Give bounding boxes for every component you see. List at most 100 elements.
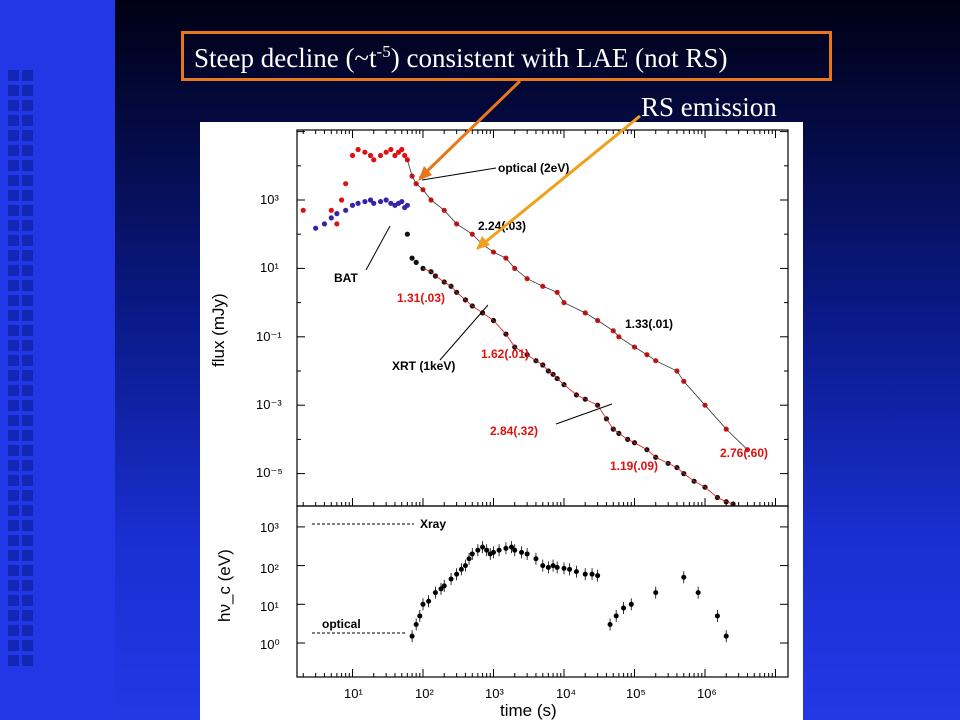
ytick-1em5: 10⁻⁵ <box>256 465 283 480</box>
decor-square <box>22 85 33 96</box>
ytick-1e3: 10³ <box>260 192 279 207</box>
data-point <box>404 202 410 208</box>
ann-xrt: XRT (1keV) <box>392 359 455 373</box>
data-point <box>328 215 334 221</box>
decor-square <box>8 280 19 291</box>
data-point <box>343 181 349 187</box>
decor-square <box>22 160 33 171</box>
data-point <box>338 197 345 203</box>
hnu-axis-label: hν_c (eV) <box>215 549 234 622</box>
decor-square <box>8 415 19 426</box>
decor-square <box>22 70 33 81</box>
data-point <box>388 146 394 153</box>
data-point <box>377 152 384 159</box>
data-point <box>613 613 619 619</box>
data-point <box>607 622 613 628</box>
ann-2-76: 2.76(.60) <box>720 446 768 460</box>
callout-main: Steep decline (~t <box>194 43 377 73</box>
data-point <box>653 590 659 596</box>
ytick-1em1: 10⁻¹ <box>256 329 282 344</box>
ann-2-24: 2.24(.03) <box>478 219 526 233</box>
decor-square <box>22 520 33 531</box>
decor-square <box>22 475 33 486</box>
data-point <box>454 571 460 577</box>
decor-square <box>22 655 33 666</box>
xtick-1e5: 10⁵ <box>626 686 646 701</box>
xtick-1e4: 10⁴ <box>556 686 576 701</box>
time-axis-label: time (s) <box>500 701 557 720</box>
data-point <box>328 207 334 213</box>
decor-square <box>8 130 19 141</box>
xrt-fit-line <box>422 268 734 505</box>
decor-square <box>8 85 19 96</box>
data-point <box>404 157 410 163</box>
ann-2-84: 2.84(.32) <box>490 424 538 438</box>
data-point <box>371 200 377 206</box>
data-point <box>491 549 496 555</box>
decor-square <box>22 340 33 351</box>
data-point <box>582 571 588 577</box>
data-point <box>334 211 340 217</box>
data-point <box>533 556 539 562</box>
decor-square <box>22 400 33 411</box>
decor-square <box>22 385 33 396</box>
ann-xray: Xray <box>420 517 446 531</box>
data-point <box>496 547 502 553</box>
data-point <box>334 221 340 227</box>
decor-square <box>8 595 19 606</box>
decor-square <box>22 505 33 516</box>
xtick-1e6: 10⁶ <box>697 686 717 701</box>
data-point <box>367 197 374 203</box>
data-point <box>420 601 426 607</box>
callout-exponent: -5 <box>376 42 391 61</box>
ann-1-31: 1.31(.03) <box>397 291 445 305</box>
ytick2-1e1: 10¹ <box>260 599 279 614</box>
data-point <box>404 231 410 237</box>
hnu-panel-frame <box>296 505 789 678</box>
decor-square <box>22 175 33 186</box>
decor-square <box>22 370 33 381</box>
decor-square <box>22 595 33 606</box>
data-point <box>723 633 729 639</box>
decor-square <box>22 250 33 261</box>
data-point <box>545 564 551 570</box>
callout-box: Steep decline (~t-5) consistent with LAE… <box>181 31 832 81</box>
decor-square <box>8 250 19 261</box>
ytick-1em3: 10⁻³ <box>256 397 282 412</box>
decor-square <box>22 490 33 501</box>
decor-square <box>8 550 19 561</box>
data-point <box>355 146 361 153</box>
decor-square <box>8 385 19 396</box>
decor-square <box>22 355 33 366</box>
data-point <box>561 565 567 571</box>
data-point <box>349 202 356 208</box>
lightcurve-chart: 10³ 10¹ 10⁻¹ 10⁻³ 10⁻⁵ flux (mJy) 10³ 10… <box>209 129 789 720</box>
decor-square <box>22 145 33 156</box>
decor-square <box>22 265 33 276</box>
data-point <box>367 152 374 159</box>
arrow-xrt <box>439 304 489 361</box>
data-point <box>388 200 394 206</box>
decor-square <box>8 580 19 591</box>
data-point <box>573 569 579 575</box>
decor-square <box>8 220 19 231</box>
decor-square <box>22 295 33 306</box>
decor-square <box>8 505 19 516</box>
decor-square <box>22 280 33 291</box>
flux-panel-frame <box>296 129 789 507</box>
data-point <box>519 549 525 555</box>
decor-square <box>22 130 33 141</box>
data-point <box>540 563 546 569</box>
data-point <box>417 613 423 619</box>
data-point <box>567 566 573 572</box>
data-point <box>469 551 475 557</box>
data-point <box>420 265 426 271</box>
decor-square <box>8 640 19 651</box>
ytick2-1e2: 10² <box>260 561 279 576</box>
data-point <box>321 221 328 227</box>
data-point <box>480 544 486 550</box>
decor-square <box>8 535 19 546</box>
data-point <box>432 590 438 596</box>
data-point <box>681 574 687 580</box>
data-point <box>589 571 595 577</box>
